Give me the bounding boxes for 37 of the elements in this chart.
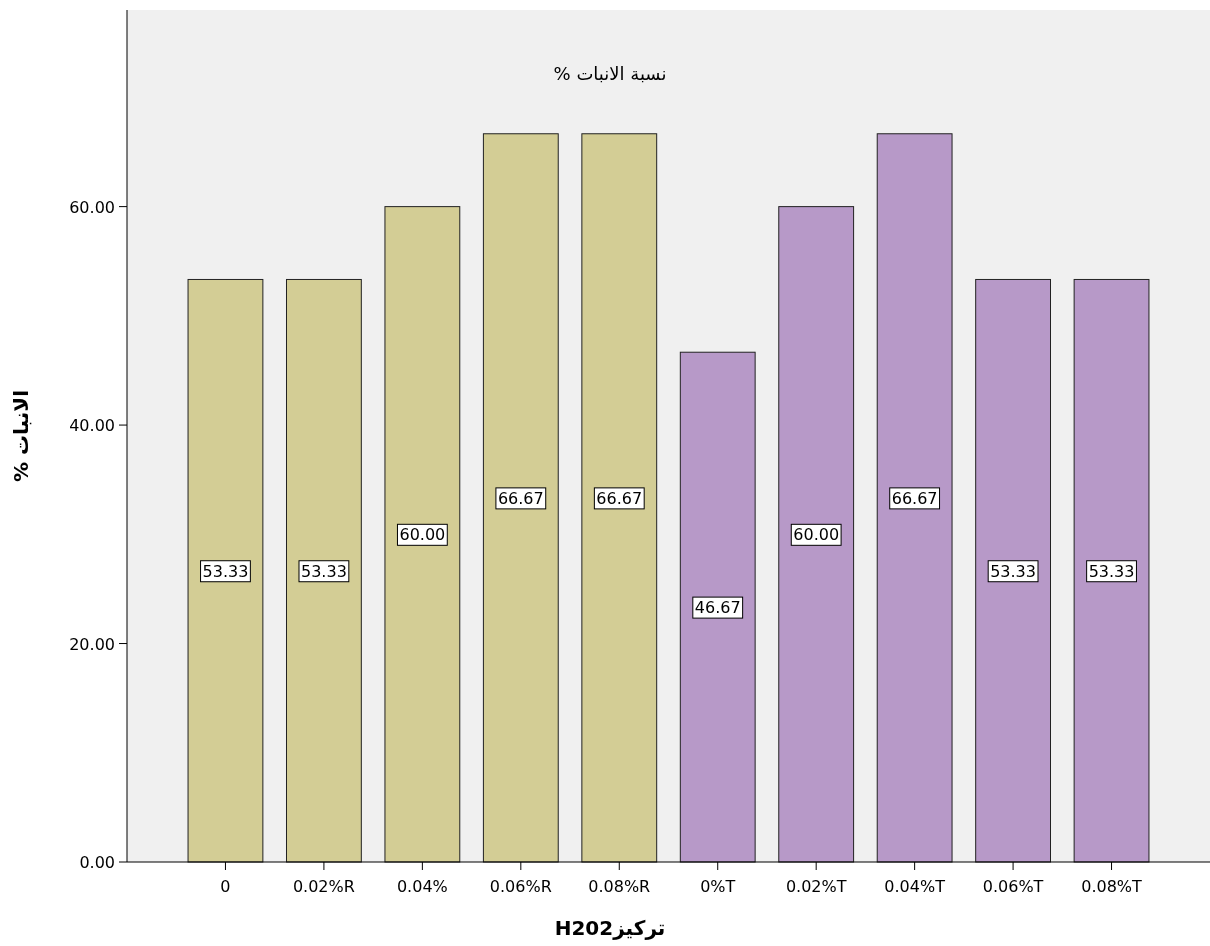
bar bbox=[679, 351, 756, 863]
x-axis-title: تركيزH202 bbox=[554, 916, 666, 940]
data-label: 66.67 bbox=[891, 488, 938, 508]
bar bbox=[975, 278, 1051, 863]
y-tick-label: 20.00 bbox=[69, 634, 115, 654]
text: نسبة الانبات % bbox=[553, 63, 667, 84]
data-label: 53.33 bbox=[1088, 561, 1135, 581]
data-label: 60.00 bbox=[399, 525, 446, 545]
x-tick-label: 0.08%T bbox=[1081, 877, 1143, 896]
x-tick-label: 0.02%R bbox=[292, 877, 355, 896]
data-label: 66.67 bbox=[596, 488, 643, 508]
x-tick-label: 0.02%T bbox=[785, 877, 847, 896]
data-label: 66.67 bbox=[497, 488, 544, 508]
x-tick-label: 0 bbox=[220, 877, 231, 896]
x-tick-label: 0%T bbox=[700, 877, 736, 896]
bar bbox=[1073, 278, 1150, 863]
x-tick-label: 0.06%R bbox=[489, 877, 552, 896]
data-label: 60.00 bbox=[793, 525, 840, 545]
y-tick-label: 0.00 bbox=[79, 853, 115, 872]
bar bbox=[876, 133, 953, 863]
x-tick-label: 0.08%R bbox=[588, 877, 651, 896]
bar bbox=[482, 133, 559, 863]
y-axis-title: الانبات % bbox=[9, 389, 33, 483]
bar bbox=[778, 206, 855, 863]
x-tick-label: 0.06%T bbox=[982, 877, 1044, 896]
data-label: 46.67 bbox=[694, 598, 741, 618]
bar bbox=[286, 278, 362, 863]
bar bbox=[384, 206, 461, 863]
x-tick-label: 0.04% bbox=[396, 877, 448, 896]
data-label: 53.33 bbox=[301, 561, 347, 581]
data-label: 53.33 bbox=[202, 561, 249, 581]
x-tick-label: 0.04%T bbox=[884, 877, 946, 896]
y-tick-label: 40.00 bbox=[69, 416, 115, 436]
bar bbox=[581, 133, 658, 863]
bar bbox=[187, 278, 264, 863]
data-label: 53.33 bbox=[990, 561, 1036, 581]
y-tick-label: 60.00 bbox=[69, 197, 115, 217]
